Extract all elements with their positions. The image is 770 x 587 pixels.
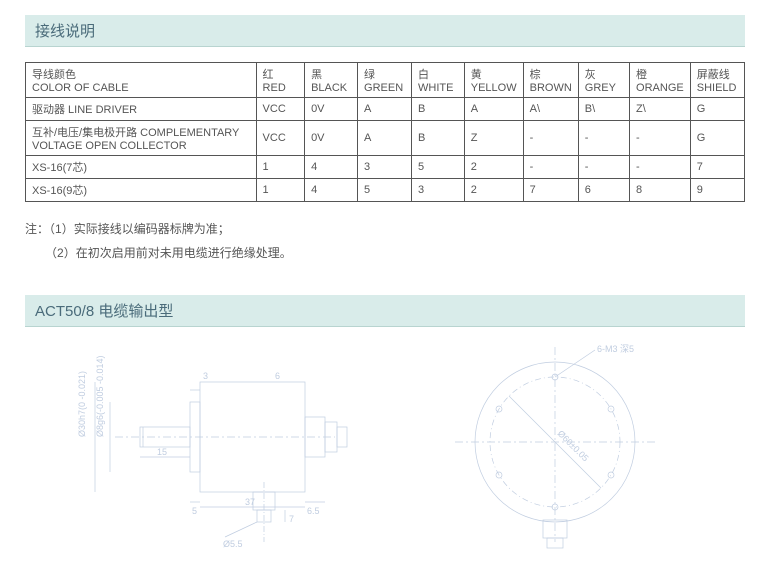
- cell: 5: [412, 156, 465, 179]
- col-cn: 白: [418, 69, 429, 81]
- col-en: BLACK: [311, 82, 347, 94]
- cell: A: [358, 121, 412, 156]
- cell: 4: [305, 156, 358, 179]
- cell: 5: [358, 179, 412, 202]
- col-cn: 棕: [530, 69, 541, 81]
- cell: Z\: [630, 98, 691, 121]
- cell: -: [523, 156, 578, 179]
- cell: 1: [256, 156, 305, 179]
- col-cn: 黑: [311, 69, 322, 81]
- cell: -: [523, 121, 578, 156]
- col-en: GREEN: [364, 82, 403, 94]
- cell: -: [630, 121, 691, 156]
- col-cn: 橙: [636, 69, 647, 81]
- cell: 7: [690, 156, 744, 179]
- header-label-en: COLOR OF CABLE: [32, 82, 129, 94]
- cell: 3: [358, 156, 412, 179]
- col-en: SHIELD: [697, 82, 737, 94]
- col-en: ORANGE: [636, 82, 684, 94]
- col-en: YELLOW: [471, 82, 517, 94]
- col-white: 白WHITE: [412, 63, 465, 98]
- col-yellow: 黄YELLOW: [464, 63, 523, 98]
- cell: -: [578, 121, 629, 156]
- cell: VCC: [256, 98, 305, 121]
- col-en: WHITE: [418, 82, 453, 94]
- col-cn: 绿: [364, 69, 375, 81]
- col-en: BROWN: [530, 82, 572, 94]
- col-cn: 屏蔽线: [697, 69, 730, 81]
- table-row: XS-16(9芯) 1 4 5 3 2 7 6 8 9: [26, 179, 745, 202]
- table-row: XS-16(7芯) 1 4 3 5 2 - - - 7: [26, 156, 745, 179]
- col-green: 绿GREEN: [358, 63, 412, 98]
- section-header-model: ACT50/8 电缆输出型: [25, 295, 745, 327]
- cell: A: [464, 98, 523, 121]
- col-en: RED: [263, 82, 286, 94]
- cell: 8: [630, 179, 691, 202]
- row-label: 驱动器 LINE DRIVER: [26, 98, 257, 121]
- notes-prefix: 注：: [25, 222, 49, 236]
- cell: 1: [256, 179, 305, 202]
- note-1: （1）实际接线以编码器标牌为准；: [49, 222, 230, 236]
- table-row: 驱动器 LINE DRIVER VCC 0V A B A A\ B\ Z\ G: [26, 98, 745, 121]
- technical-diagram: Ø30h7(0 -0.021) Ø8g6(-0.005 -0.014) 15 5…: [25, 342, 745, 572]
- cell: 7: [523, 179, 578, 202]
- cell: 9: [690, 179, 744, 202]
- cell: 0V: [305, 121, 358, 156]
- note-2: （2）在初次启用前对未用电缆进行绝缘处理。: [45, 246, 292, 260]
- cell: 4: [305, 179, 358, 202]
- dim-d4: 5: [192, 506, 197, 516]
- col-en: GREY: [585, 82, 616, 94]
- dim-d1: Ø30h7(0 -0.021): [77, 371, 87, 437]
- cell: -: [578, 156, 629, 179]
- dim-d2: Ø8g6(-0.005 -0.014): [95, 355, 105, 437]
- col-shield: 屏蔽线SHIELD: [690, 63, 744, 98]
- cell: B\: [578, 98, 629, 121]
- cell: 2: [464, 179, 523, 202]
- dim-bolt-circle: Ø60±0.05: [556, 428, 591, 463]
- cell: 2: [464, 156, 523, 179]
- col-brown: 棕BROWN: [523, 63, 578, 98]
- section-header-wiring: 接线说明: [25, 15, 745, 47]
- cell: G: [690, 121, 744, 156]
- dim-d9: Ø5.5: [223, 539, 243, 549]
- dim-d6: 6: [275, 371, 280, 381]
- side-view-drawing: Ø30h7(0 -0.021) Ø8g6(-0.005 -0.014) 15 5…: [25, 342, 385, 572]
- row-label: 互补/电压/集电极开路 COMPLEMENTARY VOLTAGE OPEN C…: [26, 121, 257, 156]
- cell: 6: [578, 179, 629, 202]
- col-grey: 灰GREY: [578, 63, 629, 98]
- table-header-row: 导线颜色 COLOR OF CABLE 红RED 黑BLACK 绿GREEN 白…: [26, 63, 745, 98]
- col-cn: 灰: [585, 69, 596, 81]
- header-label-cell: 导线颜色 COLOR OF CABLE: [26, 63, 257, 98]
- dim-d7: 3: [203, 371, 208, 381]
- cell: G: [690, 98, 744, 121]
- dim-holes: 6-M3 深5: [597, 344, 634, 354]
- cell: A\: [523, 98, 578, 121]
- dim-d10: 7: [289, 514, 294, 524]
- row-label: XS-16(9芯): [26, 179, 257, 202]
- col-red: 红RED: [256, 63, 305, 98]
- cell: B: [412, 98, 465, 121]
- wiring-table: 导线颜色 COLOR OF CABLE 红RED 黑BLACK 绿GREEN 白…: [25, 62, 745, 202]
- table-row: 互补/电压/集电极开路 COMPLEMENTARY VOLTAGE OPEN C…: [26, 121, 745, 156]
- dim-d5: 37: [245, 497, 255, 507]
- row-label: XS-16(7芯): [26, 156, 257, 179]
- cell: B: [412, 121, 465, 156]
- front-view-drawing: 6-M3 深5 Ø60±0.05: [425, 342, 705, 572]
- col-orange: 橙ORANGE: [630, 63, 691, 98]
- cell: 0V: [305, 98, 358, 121]
- dim-d8: 6.5: [307, 506, 320, 516]
- col-black: 黑BLACK: [305, 63, 358, 98]
- cell: VCC: [256, 121, 305, 156]
- header-label-cn: 导线颜色: [32, 69, 76, 81]
- dim-d3: 15: [157, 447, 167, 457]
- cell: A: [358, 98, 412, 121]
- cell: -: [630, 156, 691, 179]
- col-cn: 红: [263, 69, 274, 81]
- cell: 3: [412, 179, 465, 202]
- cell: Z: [464, 121, 523, 156]
- col-cn: 黄: [471, 69, 482, 81]
- notes-block: 注：（1）实际接线以编码器标牌为准； （2）在初次启用前对未用电缆进行绝缘处理。: [25, 217, 745, 265]
